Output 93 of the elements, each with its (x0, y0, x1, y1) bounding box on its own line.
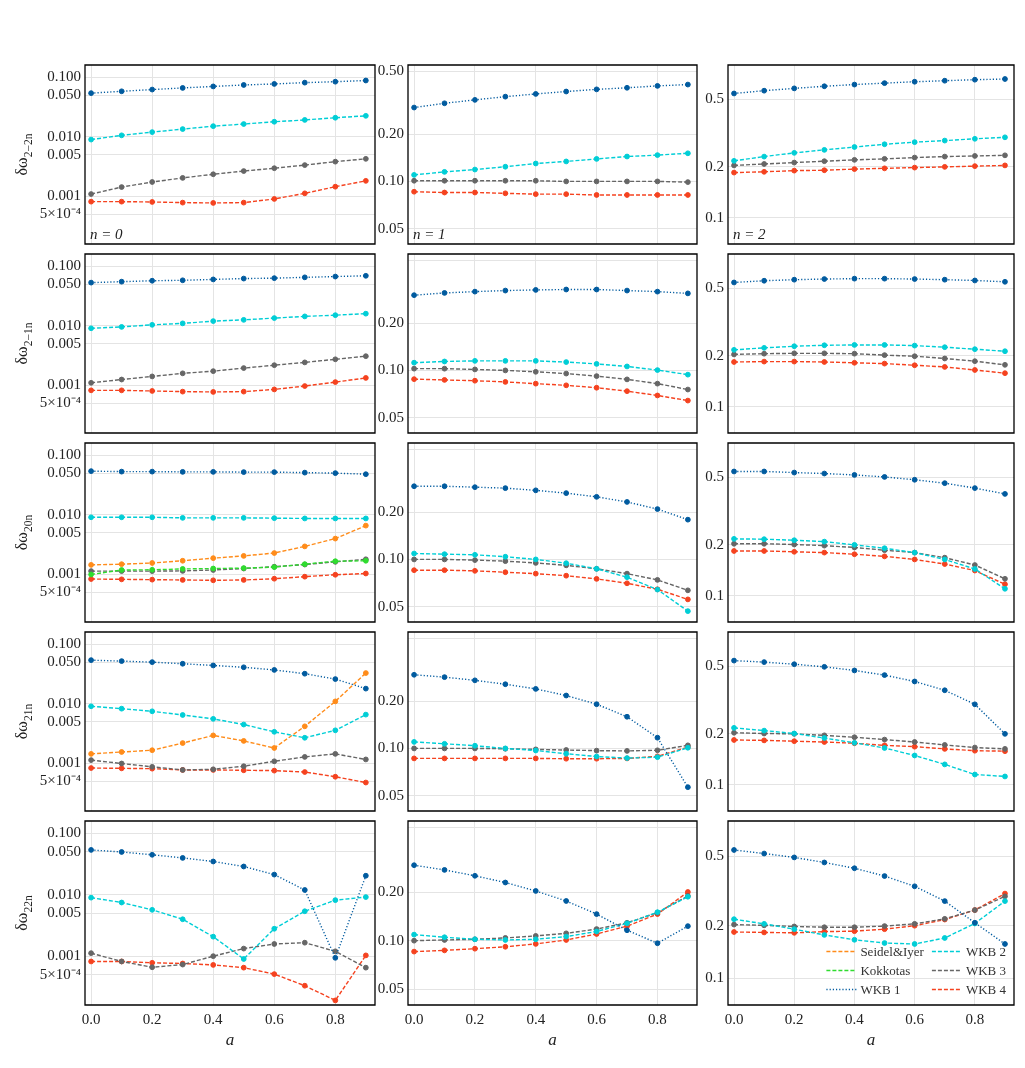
x-tick-label: 0.0 (404, 1010, 424, 1027)
y-tick-label: 0.20 (377, 882, 404, 899)
y-tick-label: 0.001 (47, 565, 81, 582)
y-tick-label: 0.001 (47, 754, 81, 771)
x-tick-label: 0.6 (264, 1010, 285, 1027)
y-tick-label: 0.10 (377, 931, 404, 948)
y-tick-label: 0.5 (705, 657, 724, 674)
y-tick-label: 0.2 (705, 346, 724, 363)
legend-label: WKB 1 (860, 981, 901, 997)
y-tick-label: 0.10 (377, 739, 404, 756)
y-tick-label: 0.10 (377, 172, 404, 189)
legend-label: WKB 2 (965, 943, 1007, 959)
y-tick-label: 0.010 (47, 885, 81, 902)
annotation: n = 2 (733, 226, 767, 242)
x-axis-title: a (866, 1030, 876, 1050)
y-tick-label: 0.05 (377, 219, 404, 236)
y-axis-title: δω2−1n (13, 322, 34, 365)
y-tick-label: 0.1 (705, 397, 724, 414)
y-tick-label: 0.050 (47, 464, 81, 481)
y-tick-label: 0.05 (377, 597, 404, 614)
y-tick-label: 5×10⁻⁴ (39, 965, 81, 982)
y-tick-label: 0.2 (705, 157, 724, 174)
y-tick-label: 0.050 (47, 653, 81, 670)
y-tick-label: 0.5 (705, 279, 724, 296)
y-tick-label: 0.050 (47, 275, 81, 292)
y-tick-label: 0.20 (377, 503, 404, 520)
x-tick-label: 0.8 (965, 1010, 985, 1027)
x-tick-label: 0.0 (81, 1010, 101, 1027)
x-tick-label: 0.2 (465, 1010, 485, 1027)
y-tick-label: 0.050 (47, 842, 81, 859)
y-axis-title: δω22n (13, 895, 34, 931)
y-tick-label: 0.100 (47, 257, 81, 274)
y-tick-label: 0.1 (705, 208, 724, 225)
y-tick-label: 0.05 (377, 786, 404, 803)
y-tick-label: 0.005 (47, 145, 81, 162)
y-tick-label: 5×10⁻⁴ (39, 772, 81, 789)
x-tick-label: 0.6 (587, 1010, 607, 1027)
legend-label: Seidel&Iyer (860, 943, 925, 959)
y-tick-label: 5×10⁻⁴ (39, 394, 81, 411)
x-tick-label: 0.2 (142, 1010, 162, 1027)
y-tick-label: 0.05 (377, 980, 404, 997)
y-tick-label: 0.005 (47, 904, 81, 921)
x-tick-label: 0.0 (724, 1010, 744, 1027)
y-tick-label: 0.1 (705, 586, 724, 603)
x-tick-label: 0.4 (203, 1010, 224, 1027)
legend-label: Kokkotas (860, 962, 911, 978)
y-tick-label: 0.5 (705, 90, 724, 107)
y-tick-label: 0.20 (377, 125, 404, 142)
y-axis-title: δω20n (13, 514, 34, 551)
x-tick-label: 0.8 (325, 1010, 345, 1027)
y-tick-label: 0.100 (47, 635, 81, 652)
y-tick-label: 0.05 (377, 408, 404, 425)
y-tick-label: 0.1 (705, 775, 724, 792)
y-tick-label: 0.010 (47, 316, 81, 333)
y-tick-label: 0.10 (377, 550, 404, 567)
y-tick-label: 0.100 (47, 824, 81, 841)
y-tick-label: 0.010 (47, 694, 81, 711)
y-tick-label: 0.005 (47, 712, 81, 729)
x-tick-label: 0.4 (845, 1010, 865, 1027)
y-tick-label: 0.5 (705, 847, 724, 864)
y-tick-label: 0.1 (705, 969, 724, 985)
y-tick-label: 0.50 (377, 62, 404, 79)
y-tick-label: 0.5 (705, 468, 724, 485)
annotation: n = 0 (90, 226, 124, 242)
annotation: n = 1 (413, 226, 446, 242)
x-tick-label: 0.6 (905, 1010, 925, 1027)
legend-label: WKB 3 (965, 962, 1007, 978)
x-tick-label: 0.2 (784, 1010, 804, 1027)
y-tick-label: 5×10⁻⁴ (39, 205, 81, 222)
x-axis-title: a (225, 1030, 235, 1050)
y-tick-label: 0.100 (47, 68, 81, 85)
y-tick-label: 0.050 (47, 86, 81, 103)
y-tick-label: 0.20 (377, 314, 404, 331)
x-tick-label: 0.4 (526, 1010, 546, 1027)
y-tick-label: 0.001 (47, 376, 81, 393)
y-tick-label: 0.005 (47, 334, 81, 351)
y-tick-label: 5×10⁻⁴ (39, 583, 81, 600)
x-axis-title: a (548, 1030, 557, 1050)
y-tick-label: 0.005 (47, 523, 81, 540)
y-tick-label: 0.10 (377, 361, 404, 378)
y-tick-label: 0.2 (705, 916, 724, 933)
y-tick-label: 0.010 (47, 505, 81, 522)
legend-label: WKB 4 (965, 981, 1007, 997)
y-tick-label: 0.001 (47, 187, 81, 204)
y-tick-label: 0.2 (705, 724, 724, 741)
y-tick-label: 0.2 (705, 535, 724, 552)
y-tick-label: 0.20 (377, 692, 404, 709)
y-tick-label: 0.001 (47, 947, 81, 964)
y-axis-title: δω2−2n (13, 133, 34, 176)
y-axis-title: δω21n (13, 703, 34, 740)
y-tick-label: 0.100 (47, 446, 81, 463)
x-tick-label: 0.8 (648, 1010, 667, 1027)
y-tick-label: 0.010 (47, 127, 81, 144)
